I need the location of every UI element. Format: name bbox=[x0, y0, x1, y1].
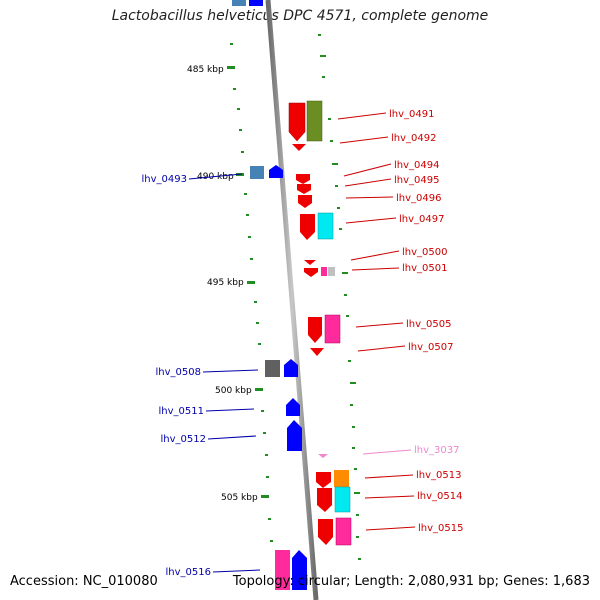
gene-lhv-0514-cog[interactable] bbox=[334, 486, 351, 513]
gene-lhv-0515-cog[interactable] bbox=[335, 517, 352, 546]
gene-lhv-0513-arrow[interactable] bbox=[316, 472, 331, 488]
gene-lhv-0516-arrow[interactable] bbox=[292, 550, 307, 590]
gene-lhv-0500-arrow[interactable] bbox=[304, 260, 316, 265]
leader-lhv-3037 bbox=[362, 449, 412, 455]
gene-lhv-0501-cog[interactable] bbox=[321, 267, 327, 276]
scale-label-505: 505 kbp bbox=[221, 493, 258, 503]
gene-top-blue[interactable] bbox=[249, 0, 263, 6]
gene-lhv-0512-arrow[interactable] bbox=[287, 420, 302, 451]
label-lhv-0496[interactable]: lhv_0496 bbox=[396, 193, 441, 204]
label-lhv-0491[interactable]: lhv_0491 bbox=[389, 109, 434, 120]
gene-lhv-0496-arrow[interactable] bbox=[298, 195, 312, 208]
label-lhv-0500[interactable]: lhv_0500 bbox=[402, 247, 447, 258]
label-lhv-3037[interactable]: lhv_3037 bbox=[414, 445, 459, 456]
gene-lhv-0507-arrow[interactable] bbox=[310, 348, 324, 356]
accession-label: Accession: NC_010080 bbox=[10, 574, 158, 589]
gene-lhv-0511-arrow[interactable] bbox=[286, 398, 300, 416]
label-lhv-0514[interactable]: lhv_0514 bbox=[417, 491, 462, 502]
label-lhv-0497[interactable]: lhv_0497 bbox=[399, 214, 444, 225]
label-lhv-0516[interactable]: lhv_0516 bbox=[166, 567, 211, 578]
gene-lhv-0491-cog[interactable] bbox=[306, 100, 323, 142]
label-lhv-0508[interactable]: lhv_0508 bbox=[156, 367, 201, 378]
label-lhv-0505[interactable]: lhv_0505 bbox=[406, 319, 451, 330]
label-lhv-0494[interactable]: lhv_0494 bbox=[394, 160, 439, 171]
genome-backbone bbox=[265, 0, 319, 600]
gene-lhv-0493-arrow[interactable] bbox=[269, 165, 283, 178]
gene-lhv-0497-arrow[interactable] bbox=[300, 214, 315, 240]
gene-lhv-3037-arrow[interactable] bbox=[318, 454, 328, 458]
right-gene-labels: lhv_0491 lhv_0492 lhv_0494 lhv_0495 lhv_… bbox=[389, 109, 463, 534]
gene-lhv-0494-arrow[interactable] bbox=[296, 174, 310, 184]
scale-label-485: 485 kbp bbox=[187, 65, 224, 75]
label-lhv-0512[interactable]: lhv_0512 bbox=[161, 434, 206, 445]
gene-lhv-0501-arrow[interactable] bbox=[304, 268, 318, 277]
left-tick-marks bbox=[230, 43, 273, 542]
gene-lhv-0501-cog2[interactable] bbox=[328, 267, 335, 276]
gene-lhv-0508-cog[interactable] bbox=[265, 360, 280, 377]
right-leader-lines bbox=[337, 112, 416, 531]
gene-lhv-0491-arrow[interactable] bbox=[288, 102, 306, 142]
label-lhv-0493[interactable]: lhv_0493 bbox=[142, 174, 187, 185]
scale-label-495: 495 kbp bbox=[207, 278, 244, 288]
gene-lhv-0505-cog[interactable] bbox=[324, 314, 341, 344]
genome-title: Lactobacillus helveticus DPC 4571, compl… bbox=[111, 8, 489, 24]
label-lhv-0507[interactable]: lhv_0507 bbox=[408, 342, 453, 353]
gene-lhv-0513-cog[interactable] bbox=[334, 470, 349, 487]
gene-lhv-0516-cog[interactable] bbox=[275, 550, 290, 590]
left-leader-lines bbox=[188, 173, 261, 573]
label-lhv-0492[interactable]: lhv_0492 bbox=[391, 133, 436, 144]
gene-lhv-0493-cog[interactable] bbox=[250, 166, 264, 179]
gene-lhv-0505-arrow[interactable] bbox=[308, 317, 322, 343]
label-lhv-0513[interactable]: lhv_0513 bbox=[416, 470, 461, 481]
label-lhv-0511[interactable]: lhv_0511 bbox=[159, 406, 204, 417]
gene-lhv-0492-arrow[interactable] bbox=[292, 144, 306, 151]
gene-lhv-0515-arrow[interactable] bbox=[318, 519, 333, 545]
gene-lhv-0508-arrow[interactable] bbox=[284, 359, 298, 377]
label-lhv-0515[interactable]: lhv_0515 bbox=[418, 523, 463, 534]
left-gene-labels: lhv_0493 lhv_0508 lhv_0511 lhv_0512 lhv_… bbox=[142, 174, 211, 578]
label-lhv-0495[interactable]: lhv_0495 bbox=[394, 175, 439, 186]
gene-lhv-0495-arrow[interactable] bbox=[297, 184, 311, 194]
gene-lhv-0497-cog[interactable] bbox=[317, 212, 334, 240]
right-tick-marks bbox=[318, 34, 361, 560]
gene-lhv-0514-arrow[interactable] bbox=[317, 488, 332, 512]
label-lhv-0501[interactable]: lhv_0501 bbox=[402, 263, 447, 274]
topology-label: Topology: circular; Length: 2,080,931 bp… bbox=[232, 574, 590, 589]
scale-label-500: 500 kbp bbox=[215, 386, 252, 396]
gene-top-cog-steel[interactable] bbox=[232, 0, 246, 6]
